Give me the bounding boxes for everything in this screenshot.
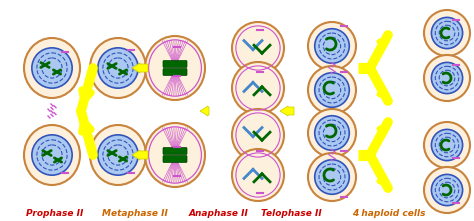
FancyArrow shape bbox=[200, 106, 209, 116]
Ellipse shape bbox=[308, 153, 356, 201]
Ellipse shape bbox=[424, 122, 470, 168]
Ellipse shape bbox=[90, 125, 146, 185]
Ellipse shape bbox=[424, 55, 470, 101]
Text: Prophase II: Prophase II bbox=[26, 208, 83, 217]
Ellipse shape bbox=[308, 109, 356, 157]
FancyBboxPatch shape bbox=[163, 69, 187, 76]
FancyBboxPatch shape bbox=[163, 61, 187, 67]
Ellipse shape bbox=[24, 38, 80, 98]
Ellipse shape bbox=[232, 22, 284, 74]
Ellipse shape bbox=[315, 29, 349, 63]
FancyArrow shape bbox=[132, 63, 148, 73]
Ellipse shape bbox=[431, 62, 463, 94]
Ellipse shape bbox=[308, 66, 356, 114]
Text: Anaphase II: Anaphase II bbox=[188, 208, 248, 217]
FancyArrow shape bbox=[280, 106, 294, 116]
Ellipse shape bbox=[24, 125, 80, 185]
Ellipse shape bbox=[98, 48, 138, 88]
Ellipse shape bbox=[90, 38, 146, 98]
Ellipse shape bbox=[308, 22, 356, 70]
Ellipse shape bbox=[315, 116, 349, 150]
Ellipse shape bbox=[424, 10, 470, 56]
Ellipse shape bbox=[424, 167, 470, 213]
Ellipse shape bbox=[232, 109, 284, 161]
Ellipse shape bbox=[431, 174, 463, 206]
FancyBboxPatch shape bbox=[163, 156, 187, 162]
Ellipse shape bbox=[98, 135, 138, 175]
Text: 4 haploid cells: 4 haploid cells bbox=[352, 208, 426, 217]
FancyArrow shape bbox=[132, 150, 148, 160]
Ellipse shape bbox=[232, 62, 284, 114]
Text: Metaphase II: Metaphase II bbox=[102, 208, 168, 217]
Ellipse shape bbox=[431, 17, 463, 49]
Ellipse shape bbox=[315, 73, 349, 107]
Ellipse shape bbox=[232, 149, 284, 201]
Ellipse shape bbox=[431, 130, 463, 161]
Text: Telophase II: Telophase II bbox=[261, 208, 322, 217]
Ellipse shape bbox=[32, 135, 72, 175]
Ellipse shape bbox=[315, 160, 349, 194]
Ellipse shape bbox=[145, 123, 205, 187]
Ellipse shape bbox=[145, 36, 205, 100]
FancyBboxPatch shape bbox=[163, 147, 187, 154]
Ellipse shape bbox=[32, 48, 72, 88]
